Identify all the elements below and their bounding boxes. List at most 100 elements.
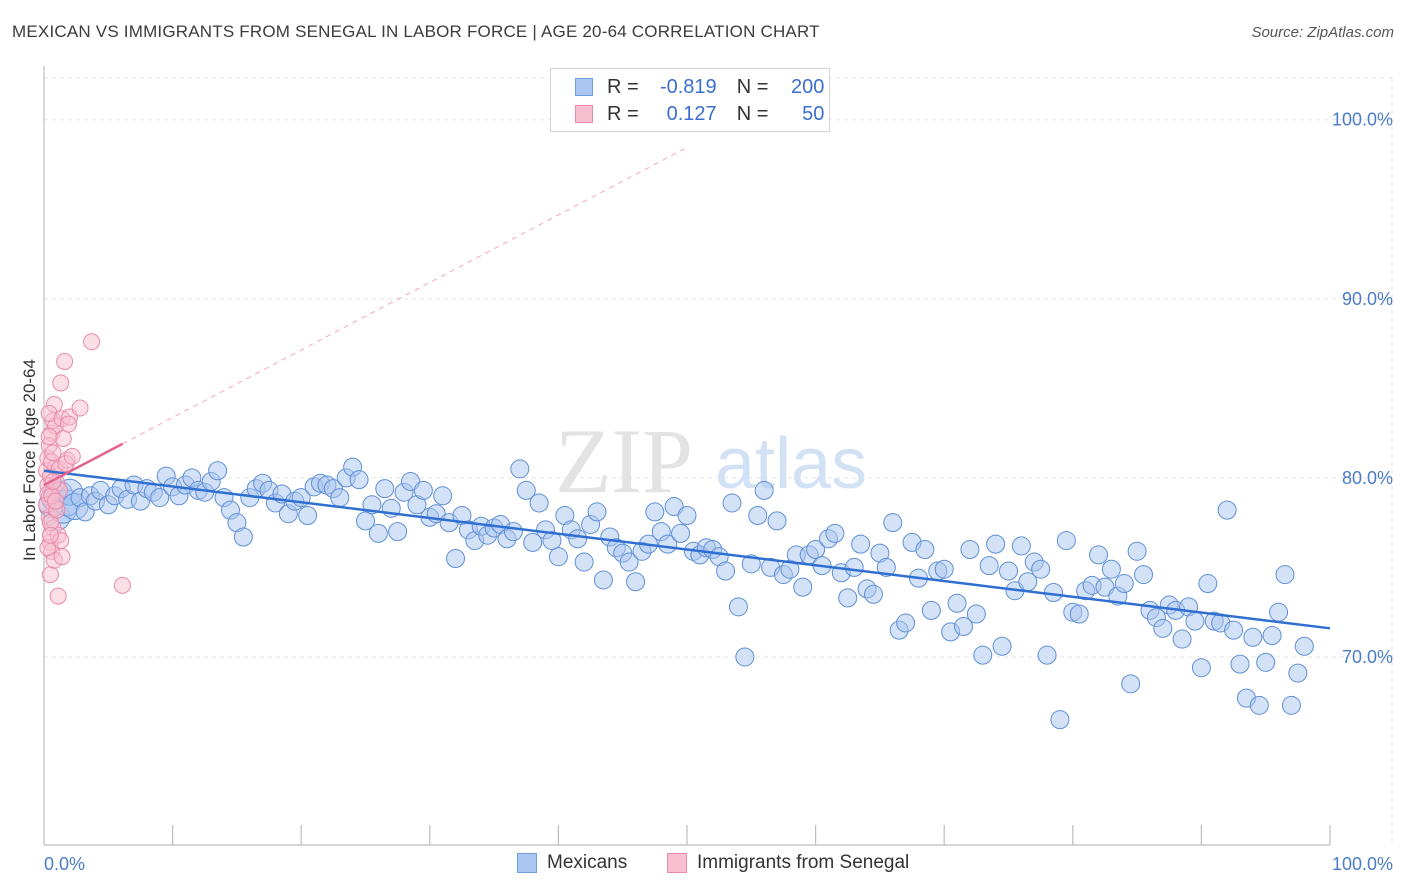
mexicans-point (1031, 559, 1051, 579)
mexicans-point (1069, 604, 1089, 624)
mexicans-point (1185, 611, 1205, 631)
mexicans-point (503, 522, 523, 542)
mexicans-point (825, 523, 845, 543)
mexicans-point (1114, 574, 1134, 594)
mexicans-point (986, 534, 1006, 554)
y-axis-label: In Labor Force | Age 20-64 (20, 359, 39, 561)
mexicans-point (1101, 559, 1121, 579)
source-label: Source: ZipAtlas.com (1251, 24, 1394, 41)
mexicans-point (960, 540, 980, 560)
mexicans-point (593, 570, 613, 590)
watermark-zip: ZIP (555, 410, 693, 512)
mexicans-point (1269, 602, 1289, 622)
mexicans-points (38, 457, 1314, 730)
y-tick-label: 100.0% (1332, 110, 1393, 130)
mexicans-point (1288, 663, 1308, 683)
chart-title: MEXICAN VS IMMIGRANTS FROM SENEGAL IN LA… (12, 22, 820, 41)
mexicans-point (883, 513, 903, 533)
mexicans-point (1281, 695, 1301, 715)
mexicans-point (1256, 652, 1276, 672)
legend-item-senegal[interactable]: Immigrants from Senegal (667, 852, 909, 874)
senegal-point (83, 333, 101, 351)
senegal-points (38, 333, 131, 605)
mexicans-point (1191, 658, 1211, 678)
mexicans-point (446, 548, 466, 568)
mexicans-point (979, 556, 999, 576)
mexicans-point (863, 584, 883, 604)
mexicans-point (1249, 695, 1269, 715)
mexicans-point (1127, 541, 1147, 561)
watermark-atlas: atlas (715, 424, 867, 504)
x-tick-label-left: 0.0% (44, 854, 85, 874)
mexicans-trend-line (43, 469, 1331, 630)
mexicans-point (1011, 536, 1031, 556)
senegal-trend-extension (122, 146, 688, 445)
mexicans-point (1056, 531, 1076, 551)
mexicans-point (754, 480, 774, 500)
senegal-point (44, 444, 62, 462)
mexicans-point (208, 461, 228, 481)
legend-r-value: -0.819 (659, 75, 717, 98)
mexicans-point (233, 527, 253, 547)
y-tick-label: 90.0% (1342, 289, 1393, 309)
mexicans-point (876, 557, 896, 577)
mexicans-point (349, 470, 369, 490)
mexicans-point (1262, 625, 1282, 645)
mexicans-point (966, 604, 986, 624)
mexicans-point (574, 552, 594, 572)
mexicans-point (529, 493, 549, 513)
legend-n-label: N = (736, 102, 769, 125)
legend-r-value: 0.127 (666, 102, 717, 125)
mexicans-point (150, 488, 170, 508)
senegal-point (54, 429, 72, 447)
mexicans-point (671, 523, 691, 543)
y-tick-label: 70.0% (1342, 647, 1393, 667)
legend-r-label: R = (607, 102, 639, 125)
mexicans-point (1153, 618, 1173, 638)
mexicans-point (510, 459, 530, 479)
mexicans-point (548, 547, 568, 567)
legend-row-mexicans: R = -0.819 N = 200 (575, 74, 824, 100)
correlation-legend: R = -0.819 N = 200 R = 0.127 N = 50 (550, 68, 830, 132)
mexicans-point (619, 552, 639, 572)
mexicans-point (1172, 629, 1192, 649)
mexicans-point (645, 502, 665, 522)
mexicans-point (677, 505, 697, 525)
legend-n-value: 50 (802, 102, 825, 125)
mexicans-point (413, 480, 433, 500)
mexicans-point (523, 532, 543, 552)
mexicans-point (626, 572, 646, 592)
mexicans-point (844, 557, 864, 577)
legend-n-label: N = (736, 75, 769, 98)
mexicans-point (767, 511, 787, 531)
legend-row-senegal: R = 0.127 N = 50 (575, 101, 824, 127)
senegal-point (53, 548, 71, 566)
legend-swatch-mexicans (575, 78, 593, 96)
senegal-point (47, 492, 65, 510)
mexicans-point (1089, 545, 1109, 565)
senegal-trend-dashed (122, 146, 688, 445)
mexicans-point (851, 534, 871, 554)
mexicans-point (298, 505, 318, 525)
senegal-point (56, 352, 74, 370)
mexicans-point (896, 613, 916, 633)
legend-label-senegal: Immigrants from Senegal (697, 852, 910, 873)
mexicans-point (1037, 645, 1057, 665)
mexicans-point (999, 561, 1018, 581)
legend-swatch-mexicans (517, 853, 537, 873)
legend-r-label: R = (607, 75, 639, 98)
senegal-point (52, 374, 70, 392)
mexicans-point (973, 645, 993, 665)
mexicans-point (568, 529, 588, 549)
mexicans-point (388, 522, 408, 542)
senegal-point (63, 447, 81, 465)
legend-item-mexicans[interactable]: Mexicans (517, 852, 627, 874)
legend-swatch-senegal (575, 105, 593, 123)
y-tick-labels: 70.0% 80.0% 90.0% 100.0% (1332, 110, 1393, 667)
senegal-point (59, 415, 77, 433)
mexicans-point (1243, 627, 1263, 647)
mexicans-point (433, 486, 453, 506)
mexicans-point (1134, 565, 1154, 585)
mexicans-point (934, 559, 954, 579)
mexicans-point (1224, 620, 1244, 640)
